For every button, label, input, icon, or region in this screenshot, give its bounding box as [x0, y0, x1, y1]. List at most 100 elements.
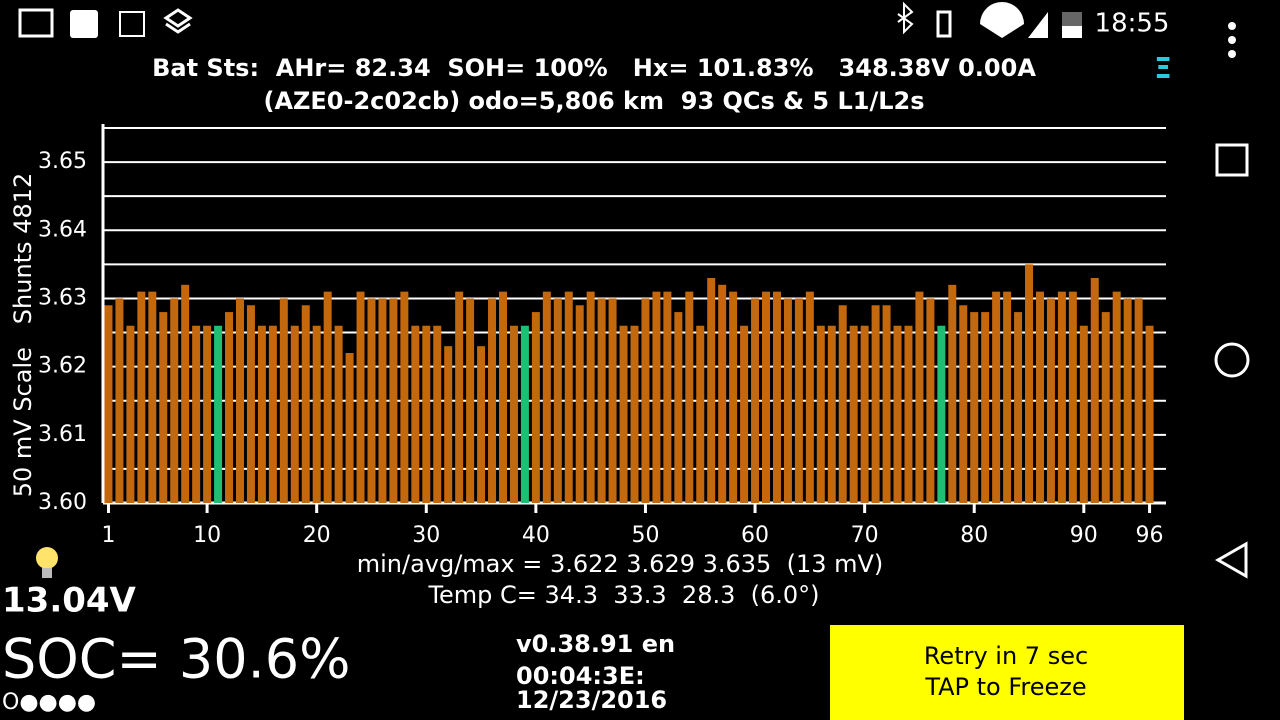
x-tick-label: 60: [741, 523, 769, 548]
bar: [586, 291, 595, 503]
bar: [553, 298, 562, 503]
bar: [345, 353, 354, 503]
bar: [170, 298, 179, 503]
bar: [115, 298, 124, 503]
x-tick-label: 40: [522, 523, 550, 548]
bar: [729, 291, 738, 503]
bar: [1112, 291, 1121, 503]
bar: [214, 325, 223, 503]
bar: [882, 305, 891, 503]
freeze-button[interactable]: Retry in 7 sec TAP to Freeze: [830, 625, 1184, 720]
bar: [520, 325, 529, 503]
header-line2: (AZE0-2c02cb) odo=5,806 km 93 QCs & 5 L1…: [263, 87, 924, 115]
menu-icon[interactable]: Ξ: [1154, 52, 1172, 85]
aux-voltage: 13.04V: [2, 581, 137, 621]
x-tick-label: 80: [960, 523, 988, 548]
button-line2[interactable]: TAP to Freeze: [924, 673, 1086, 701]
x-tick-label: 70: [851, 523, 879, 548]
bar: [367, 298, 376, 503]
bar: [1014, 312, 1023, 503]
bar: [1145, 325, 1154, 503]
overflow-menu[interactable]: [1228, 22, 1236, 58]
back-button[interactable]: [1214, 541, 1248, 579]
button-bg[interactable]: [830, 625, 1184, 720]
bar: [948, 284, 957, 503]
bar: [893, 325, 902, 503]
y-tick-label: 3.61: [38, 422, 87, 447]
bar: [718, 284, 727, 503]
bar: [268, 325, 277, 503]
soc: SOC= 30.6%: [2, 628, 350, 691]
bar: [444, 346, 453, 503]
temperature: Temp C= 34.3 33.3 28.3 (6.0°): [427, 581, 819, 609]
bar: [323, 291, 332, 503]
bar: [477, 346, 486, 503]
bar: [1134, 298, 1143, 503]
bar: [663, 291, 672, 503]
bar: [246, 305, 255, 503]
y-tick-label: 3.62: [38, 354, 87, 379]
bar: [498, 291, 507, 503]
bar: [279, 298, 288, 503]
bar: [126, 325, 135, 503]
bar: [564, 291, 573, 503]
bar: [827, 325, 836, 503]
bar: [104, 305, 113, 503]
bar: [871, 305, 880, 503]
bar: [411, 325, 420, 503]
date: 12/23/2016: [516, 686, 667, 714]
bar: [389, 298, 398, 503]
bar: [488, 298, 497, 503]
bar: [608, 298, 617, 503]
x-tick-label: 90: [1070, 523, 1098, 548]
bar: [192, 325, 201, 503]
bar: [356, 291, 365, 503]
bar: [542, 291, 551, 503]
bar: [378, 298, 387, 503]
bar: [696, 325, 705, 503]
x-tick-label: 30: [412, 523, 440, 548]
bar: [915, 291, 924, 503]
bar: [257, 325, 266, 503]
bar: [1035, 291, 1044, 503]
bar: [1046, 298, 1055, 503]
bar: [816, 325, 825, 503]
bar: [235, 298, 244, 503]
bar: [203, 325, 212, 503]
bar: [1079, 325, 1088, 503]
bar: [290, 325, 299, 503]
bar: [652, 291, 661, 503]
bar: [301, 305, 310, 503]
bar: [794, 298, 803, 503]
button-line1[interactable]: Retry in 7 sec: [924, 642, 1088, 670]
bar: [1025, 264, 1034, 503]
bar: [838, 305, 847, 503]
bulb-icon: [36, 547, 58, 578]
bar: [334, 325, 343, 503]
bar: [904, 325, 913, 503]
bar: [466, 298, 475, 503]
bar: [849, 325, 858, 503]
bar: [937, 325, 946, 503]
status-dots: O●●●●: [2, 690, 96, 715]
bar: [1101, 312, 1110, 503]
bar: [1057, 291, 1066, 503]
home-button[interactable]: [1214, 342, 1250, 378]
recents-button[interactable]: [1215, 143, 1249, 177]
bar: [509, 325, 518, 503]
bar: [860, 325, 869, 503]
bar: [926, 298, 935, 503]
bar: [970, 312, 979, 503]
device-id: 00:04:3E:: [516, 662, 645, 690]
bar: [597, 298, 606, 503]
y-axis-label: 50 mV Scale Shunts 4812: [9, 173, 37, 498]
clock: 18:55: [1095, 9, 1170, 39]
bar: [707, 278, 716, 503]
bar: [400, 291, 409, 503]
y-tick-label: 3.64: [38, 217, 87, 242]
y-tick-label: 3.65: [38, 149, 87, 174]
y-tick-label: 3.60: [38, 490, 87, 515]
bar: [137, 291, 146, 503]
